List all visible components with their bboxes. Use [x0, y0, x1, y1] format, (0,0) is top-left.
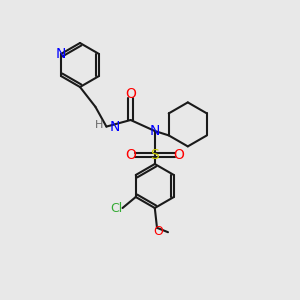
Text: Cl: Cl	[110, 202, 123, 214]
Text: N: N	[110, 120, 120, 134]
Text: N: N	[150, 124, 160, 138]
Text: H: H	[95, 120, 103, 130]
Text: O: O	[153, 225, 163, 238]
Text: N: N	[56, 47, 66, 61]
Text: O: O	[173, 148, 184, 162]
Text: O: O	[125, 87, 136, 101]
Text: O: O	[126, 148, 136, 162]
Text: S: S	[150, 148, 159, 162]
